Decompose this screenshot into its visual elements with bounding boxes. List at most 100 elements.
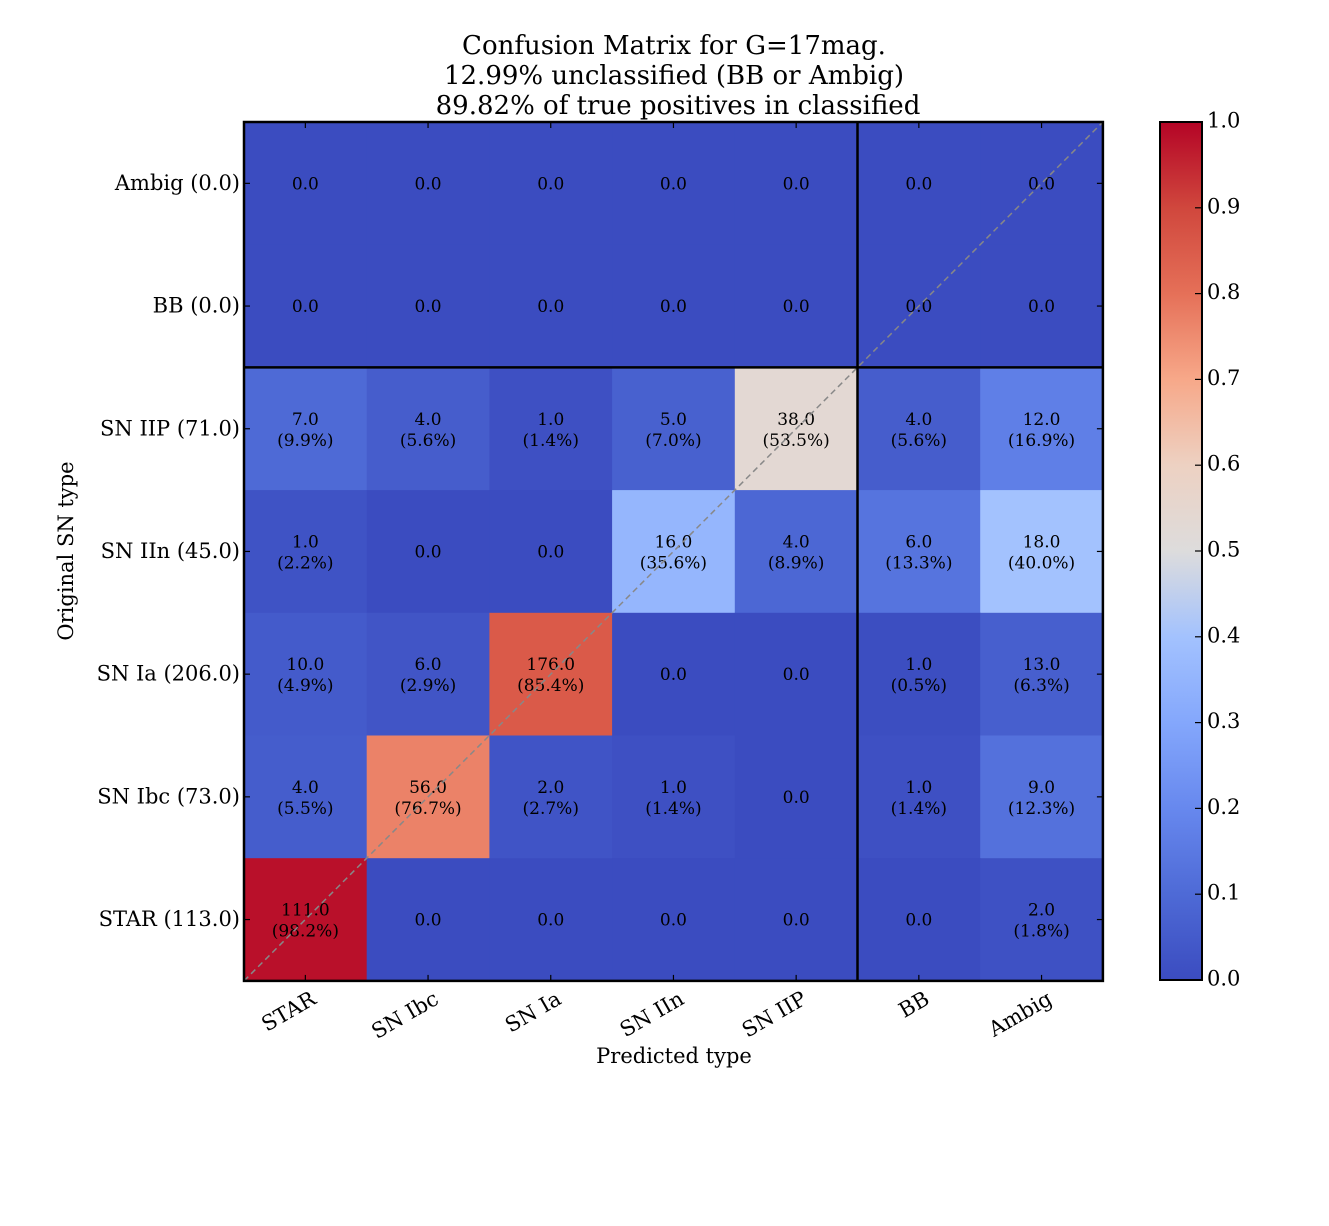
cell-value-label: (85.4%) — [517, 676, 584, 696]
cell-value-label: (0.5%) — [891, 676, 947, 696]
heatmap-cell — [612, 122, 736, 246]
cell-value-label: 0.0 — [783, 665, 810, 685]
title-line-2: 12.99% unclassified (BB or Ambig) — [444, 61, 904, 91]
cell-value-label: 0.0 — [415, 911, 442, 931]
title-line-3: 89.82% of true positives in classified — [436, 91, 921, 121]
cell-value-label: 1.0 — [905, 655, 932, 675]
cell-value-label: 0.0 — [783, 174, 810, 194]
cell-value-label: (12.3%) — [1008, 799, 1075, 819]
colorbar: 0.0 0.1 0.2 0.3 0.4 0.5 0.6 0.7 0.8 0.9 1.0 — [1159, 109, 1240, 991]
x-tick-label: SN IIP — [738, 986, 811, 1042]
heatmap-cell — [489, 244, 613, 368]
x-axis-label: Predicted type — [596, 1044, 752, 1068]
cell-value-label: 1.0 — [537, 410, 564, 430]
colorbar-tick-label: 0.5 — [1207, 538, 1240, 562]
cell-value-label: (1.4%) — [891, 799, 947, 819]
cell-value-label: 0.0 — [292, 297, 319, 317]
cell-value-label: (35.6%) — [640, 553, 707, 573]
heatmap-cell — [366, 244, 490, 368]
heatmap-cell — [980, 244, 1104, 368]
cell-value-label: 0.0 — [537, 911, 564, 931]
colorbar-tick-label: 0.3 — [1207, 709, 1240, 733]
heatmap-cell — [734, 735, 859, 859]
heatmap-cell — [366, 122, 490, 246]
diagonal-line — [243, 121, 1104, 982]
cell-value-label: (1.4%) — [523, 431, 579, 451]
cell-value-label: (1.4%) — [645, 799, 701, 819]
cell-value-label: (53.5%) — [763, 431, 830, 451]
chart-title: Confusion Matrix for G=17mag. 12.99% unc… — [436, 31, 921, 121]
cell-value-label: 2.0 — [1028, 901, 1055, 921]
x-tick-label: SN Ibc — [367, 986, 442, 1043]
heatmap-cell — [857, 858, 981, 982]
heatmap-cell — [857, 367, 981, 491]
cell-value-label: 2.0 — [537, 778, 564, 798]
cell-value-label: (6.3%) — [1013, 676, 1069, 696]
cell-value-label: 0.0 — [783, 788, 810, 808]
heatmap-cell — [980, 858, 1104, 982]
cell-value-label: 16.0 — [655, 532, 693, 552]
y-tick-label: Ambig (0.0) — [114, 171, 240, 195]
heatmap-cell — [734, 490, 859, 614]
x-tick-label: SN IIn — [616, 986, 688, 1042]
title-line-1: Confusion Matrix for G=17mag. — [462, 31, 886, 61]
cell-value-label: 10.0 — [286, 655, 324, 675]
heatmap-cell — [366, 858, 490, 982]
cell-value-label: 0.0 — [905, 174, 932, 194]
heatmap-cell — [857, 735, 981, 859]
y-tick-labels: Ambig (0.0) BB (0.0) SN IIP (71.0) SN IIn (… — [97, 171, 240, 931]
colorbar-tick-label: 1.0 — [1207, 109, 1240, 133]
cell-value-label: 4.0 — [292, 778, 319, 798]
heatmap-cell — [612, 367, 736, 491]
colorbar-tick-label: 0.2 — [1207, 795, 1240, 819]
y-tick-label: BB (0.0) — [153, 294, 240, 318]
cell-value-label: (13.3%) — [885, 553, 952, 573]
cell-value-label: (9.9%) — [277, 431, 333, 451]
cell-value-label: 0.0 — [415, 542, 442, 562]
cell-value-label: (4.9%) — [277, 676, 333, 696]
y-tick-label: SN Ia (206.0) — [97, 662, 240, 686]
cell-value-label: 111.0 — [281, 901, 330, 921]
cell-value-label: (5.5%) — [277, 799, 333, 819]
cell-value-label: (98.2%) — [272, 922, 339, 942]
cell-value-label: (2.9%) — [400, 676, 456, 696]
cell-value-label: 0.0 — [783, 911, 810, 931]
cell-value-label: 0.0 — [660, 174, 687, 194]
heatmap-cells — [244, 122, 1104, 982]
heatmap-cell — [366, 367, 490, 491]
heatmap-cell — [612, 858, 736, 982]
heatmap-cell — [244, 735, 368, 859]
heatmap-cell — [980, 490, 1104, 614]
heatmap-cell — [980, 367, 1104, 491]
heatmap-cell — [734, 612, 859, 737]
heatmap-cell — [734, 244, 859, 368]
heatmap-cell — [489, 858, 613, 982]
heatmap-cell — [857, 490, 981, 614]
heatmap-cell — [244, 122, 368, 246]
cell-value-label: 0.0 — [660, 297, 687, 317]
heatmap-cell — [734, 122, 859, 246]
cell-value-label: 7.0 — [292, 410, 319, 430]
cell-value-label: 1.0 — [905, 778, 932, 798]
colorbar-tick-label: 0.0 — [1207, 967, 1240, 991]
colorbar-tick-label: 0.1 — [1207, 881, 1240, 905]
heatmap-cell — [244, 490, 368, 614]
colorbar-tick-label: 0.7 — [1207, 366, 1240, 390]
cell-value-label: 0.0 — [537, 174, 564, 194]
cell-value-label: 0.0 — [537, 542, 564, 562]
cell-value-label: 0.0 — [1028, 174, 1055, 194]
cell-value-label: 1.0 — [292, 532, 319, 552]
heatmap-cell — [489, 367, 613, 491]
cell-value-label: 56.0 — [409, 778, 447, 798]
heatmap-cell — [980, 612, 1104, 737]
cell-value-label: 0.0 — [660, 665, 687, 685]
colorbar-tick-label: 0.8 — [1207, 280, 1240, 304]
y-tick-label: SN Ibc (73.0) — [97, 784, 240, 808]
cell-value-label: 0.0 — [660, 911, 687, 931]
y-tick-label: STAR (113.0) — [99, 907, 240, 931]
heatmap-cell — [244, 244, 368, 368]
cell-value-label: 4.0 — [905, 410, 932, 430]
cell-value-label: (2.7%) — [523, 799, 579, 819]
cell-value-label: 176.0 — [526, 655, 575, 675]
